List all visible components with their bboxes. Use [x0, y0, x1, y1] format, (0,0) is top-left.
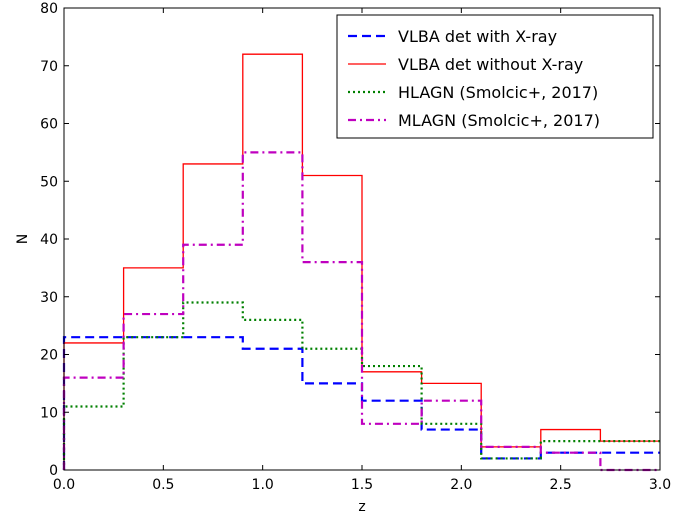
x-tick-label: 2.0 — [450, 477, 472, 493]
x-tick-label: 0.0 — [53, 477, 75, 493]
series-layer — [62, 53, 660, 472]
y-tick-label: 60 — [40, 117, 58, 133]
legend-label-1: VLBA det without X-ray — [398, 55, 583, 74]
legend-box — [336, 14, 654, 139]
x-tick-label: 0.5 — [152, 477, 174, 493]
legend: VLBA det with X-ray VLBA det without X-ra… — [336, 14, 654, 139]
x-tick-label: 2.5 — [550, 477, 572, 493]
y-tick-label: 10 — [40, 405, 58, 421]
series-line-2 — [62, 301, 660, 470]
y-axis-label: N — [15, 234, 31, 244]
y-tick-label: 80 — [40, 1, 58, 17]
y-tick-label: 70 — [40, 59, 58, 75]
x-tick-label: 1.5 — [351, 477, 373, 493]
legend-label-2: HLAGN (Smolcic+, 2017) — [398, 83, 598, 102]
legend-label-0: VLBA det with X-ray — [398, 27, 557, 46]
y-tick-label: 20 — [40, 348, 58, 364]
y-tick-label: 0 — [49, 463, 58, 479]
x-axis-label: z — [358, 499, 365, 515]
y-tick-label: 50 — [40, 174, 58, 190]
y-tick-label: 30 — [40, 290, 58, 306]
series-line-1 — [63, 53, 660, 470]
y-tick-label: 40 — [40, 232, 58, 248]
x-tick-label: 3.0 — [649, 477, 671, 493]
series-line-3 — [62, 151, 660, 472]
x-tick-label: 1.0 — [252, 477, 274, 493]
ticks-layer: 0.0 0.5 1.0 1.5 2.0 2.5 3.0 0 10 20 30 40 50 60 70 80 — [40, 1, 671, 493]
legend-label-3: MLAGN (Smolcic+, 2017) — [398, 111, 600, 130]
